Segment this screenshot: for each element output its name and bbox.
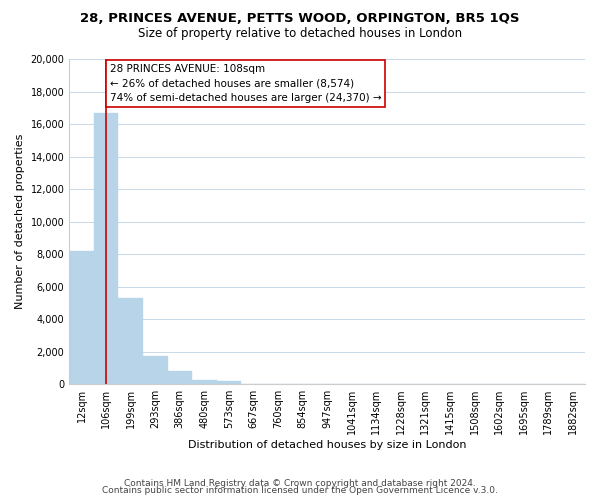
Bar bbox=[118, 298, 143, 384]
X-axis label: Distribution of detached houses by size in London: Distribution of detached houses by size … bbox=[188, 440, 466, 450]
Text: 28 PRINCES AVENUE: 108sqm
← 26% of detached houses are smaller (8,574)
74% of se: 28 PRINCES AVENUE: 108sqm ← 26% of detac… bbox=[110, 64, 382, 104]
Bar bbox=[192, 380, 217, 384]
Bar bbox=[94, 112, 118, 384]
Bar bbox=[69, 251, 94, 384]
Bar bbox=[167, 371, 192, 384]
Text: 28, PRINCES AVENUE, PETTS WOOD, ORPINGTON, BR5 1QS: 28, PRINCES AVENUE, PETTS WOOD, ORPINGTO… bbox=[80, 12, 520, 26]
Y-axis label: Number of detached properties: Number of detached properties bbox=[15, 134, 25, 309]
Text: Contains public sector information licensed under the Open Government Licence v.: Contains public sector information licen… bbox=[102, 486, 498, 495]
Text: Contains HM Land Registry data © Crown copyright and database right 2024.: Contains HM Land Registry data © Crown c… bbox=[124, 478, 476, 488]
Bar bbox=[217, 381, 241, 384]
Text: Size of property relative to detached houses in London: Size of property relative to detached ho… bbox=[138, 28, 462, 40]
Bar bbox=[143, 356, 167, 384]
